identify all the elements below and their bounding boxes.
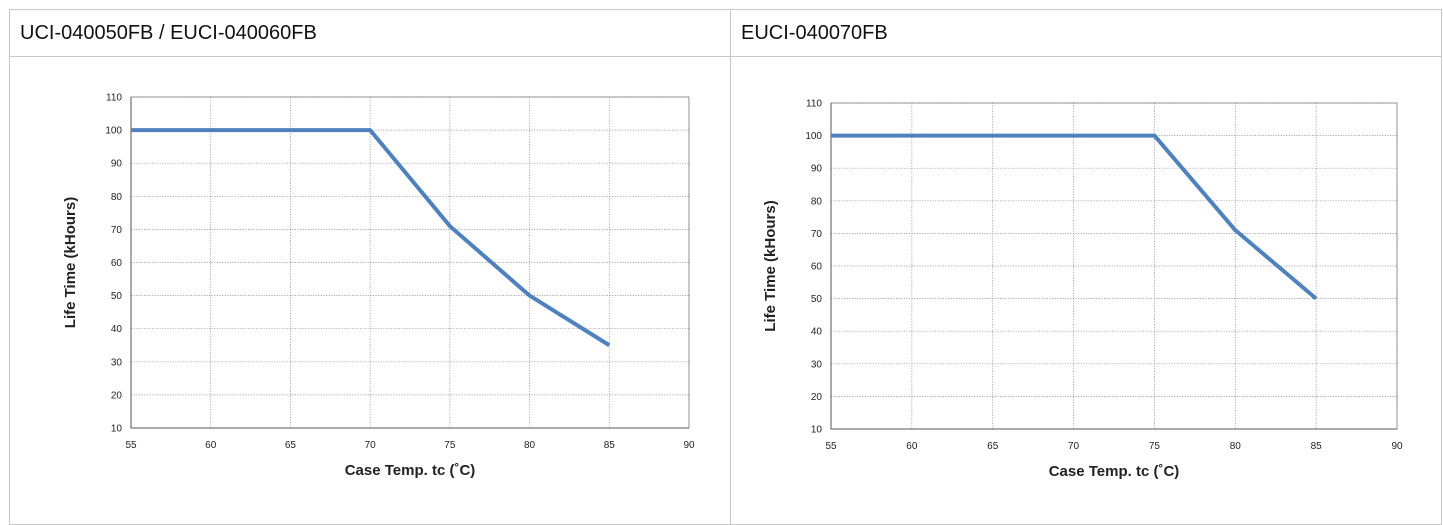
y-tick-label: 50: [811, 294, 823, 305]
x-tick-label: 70: [1068, 441, 1080, 452]
x-tick-label: 60: [205, 440, 217, 451]
chart-panel-left: 10 20 30 40 50 60 70 80 90 100 110 55 60 65 70 75 80 85 90…: [9, 56, 731, 525]
x-tick-label: 80: [1230, 441, 1242, 452]
y-tick-label: 100: [105, 126, 122, 137]
life-time-chart-left: 10 20 30 40 50 60 70 80 90 100 110 55 60 65 70 75 80 85 90…: [62, 93, 695, 480]
x-tick-label: 75: [444, 440, 456, 451]
grid-lines: [831, 102, 1398, 429]
y-tick-label: 90: [811, 164, 823, 175]
y-axis-title: Life Time (kHours): [62, 197, 79, 328]
x-axis-title: Case Temp. tc (˚C): [345, 462, 476, 479]
x-axis-title: Case Temp. tc (˚C): [1049, 463, 1180, 480]
y-tick-label: 40: [811, 327, 823, 338]
x-tick-label: 90: [683, 440, 695, 451]
y-tick-label: 80: [811, 196, 823, 207]
y-tick-label: 50: [111, 291, 123, 302]
y-tick-label: 100: [805, 131, 822, 142]
x-tick-label: 65: [987, 441, 999, 452]
y-tick-label: 90: [111, 159, 123, 170]
y-tick-label: 30: [811, 359, 823, 370]
x-tick-label: 70: [365, 440, 377, 451]
y-tick-label: 40: [111, 324, 123, 335]
x-tick-label: 55: [125, 440, 137, 451]
x-tick-label: 75: [1149, 441, 1161, 452]
y-tick-label: 20: [111, 390, 123, 401]
y-tick-label: 110: [806, 99, 822, 110]
panel-title-left: UCI-040050FB / EUCI-040060FB: [9, 9, 731, 57]
y-tick-label: 10: [111, 424, 123, 435]
panel-title-right: EUCI-040070FB: [730, 9, 1442, 57]
y-tick-label: 20: [811, 392, 823, 403]
x-tick-label: 65: [285, 440, 297, 451]
y-tick-label: 60: [811, 262, 823, 273]
x-tick-label: 90: [1391, 441, 1403, 452]
y-tick-label: 70: [811, 229, 823, 240]
x-tick-label: 55: [825, 441, 837, 452]
series-line: [831, 133, 1318, 301]
y-tick-label: 110: [106, 93, 122, 104]
grid-lines: [131, 96, 690, 428]
x-tick-label: 85: [1311, 441, 1323, 452]
chart-panel-right: 10 20 30 40 50 60 70 80 90 100 110 55 60 65 70 75 80 85 90…: [730, 56, 1442, 525]
series-line: [131, 128, 611, 347]
charts-table: UCI-040050FB / EUCI-040060FB EUCI-040070…: [9, 9, 1442, 525]
y-tick-label: 10: [811, 425, 823, 436]
x-tick-label: 80: [524, 440, 536, 451]
life-time-chart-right: 10 20 30 40 50 60 70 80 90 100 110 55 60 65 70 75 80 85 90…: [762, 99, 1403, 481]
y-tick-label: 80: [111, 192, 123, 203]
x-tick-label: 60: [906, 441, 918, 452]
y-tick-label: 70: [111, 225, 123, 236]
y-axis-title: Life Time (kHours): [762, 200, 779, 331]
x-tick-label: 85: [604, 440, 616, 451]
y-tick-label: 30: [111, 357, 123, 368]
y-tick-label: 60: [111, 258, 123, 269]
